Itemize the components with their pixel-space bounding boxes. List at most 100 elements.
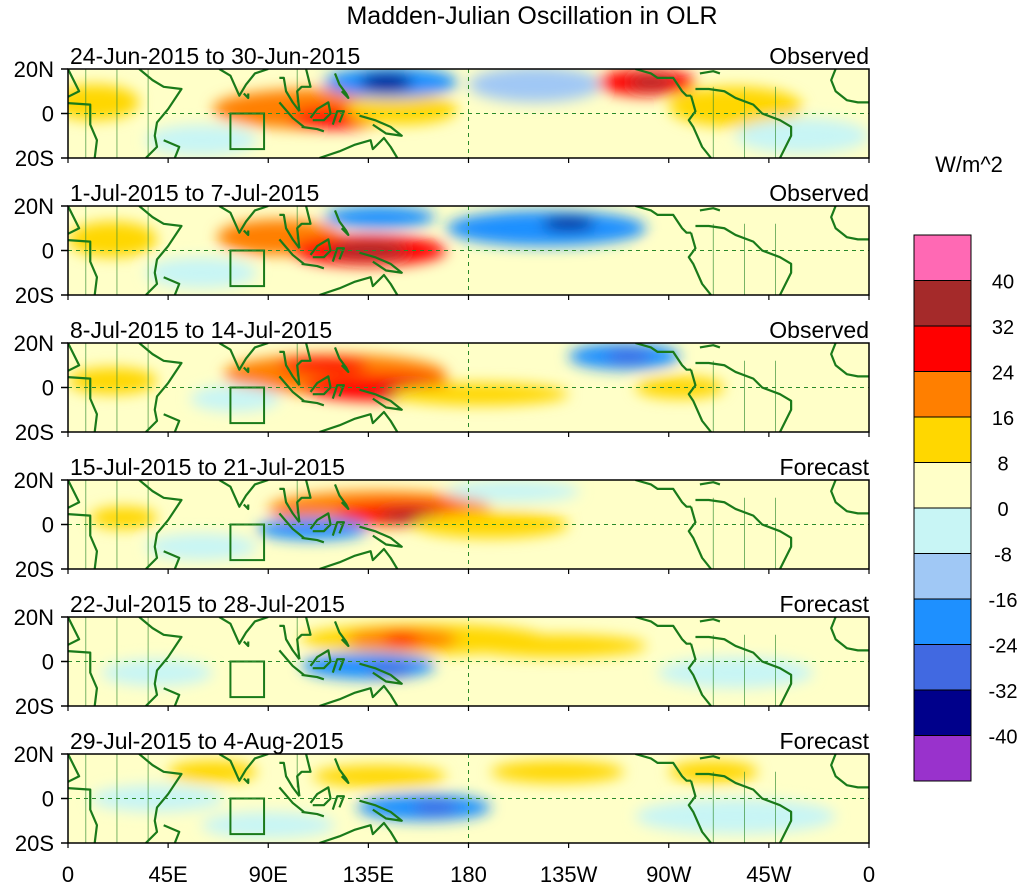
coastline <box>301 262 325 270</box>
coastline <box>635 754 691 782</box>
coastline <box>242 229 250 237</box>
y-tick-label: 20N <box>14 468 54 493</box>
colorbar: 40 32 24 16 8 0 -8 -16 -24 -32 -40 <box>913 234 1018 782</box>
coastline <box>309 375 332 396</box>
colorbar-label: -24 <box>989 636 1018 658</box>
anomaly-region <box>201 811 335 839</box>
colorbar-label: -32 <box>989 681 1018 703</box>
coastline <box>333 73 350 100</box>
x-tick-label: 45E <box>149 862 188 887</box>
y-tick-label: 0 <box>42 787 54 812</box>
y-tick-label: 20S <box>15 831 54 856</box>
x-tick-label: 0 <box>62 862 74 887</box>
coastline <box>830 206 869 241</box>
anomaly-region <box>359 73 413 92</box>
x-tick-label: 135E <box>343 862 394 887</box>
coastline <box>830 754 869 789</box>
colorbar-box <box>913 416 972 463</box>
coastline <box>333 210 350 237</box>
y-tick-label: 0 <box>42 376 54 401</box>
panel-4: 20N 0 20S 15-Jul-2015 to 21-Jul-2015 Forecas… <box>14 454 870 582</box>
coastline <box>319 273 399 295</box>
panel-5: 20N 0 20S 22-Jul-2015 to 28-Jul-2015 Forecas… <box>14 591 870 719</box>
anomaly-region <box>168 760 258 783</box>
x-axis: 0 45E 90E 135E 180 135W 90W 45W 0 <box>62 862 875 887</box>
coastline <box>331 247 345 262</box>
coastline <box>635 480 691 508</box>
y-tick-label: 20S <box>15 557 54 582</box>
coastline <box>687 643 712 706</box>
colorbar-box <box>913 462 972 509</box>
anomaly-region <box>312 765 447 788</box>
coastline <box>699 207 721 212</box>
coastline <box>218 617 269 645</box>
coastline <box>309 786 332 807</box>
coastline <box>699 755 721 760</box>
coastline <box>635 343 691 371</box>
anomaly-region <box>145 533 258 561</box>
anomaly-region <box>635 798 836 835</box>
coastline <box>635 69 691 97</box>
coastline <box>301 536 325 544</box>
coastline <box>68 480 99 569</box>
anomaly-region <box>490 760 625 783</box>
colorbar-label: -8 <box>994 545 1012 567</box>
anomaly-region <box>346 93 458 125</box>
coastline <box>331 658 345 673</box>
anomaly-region <box>606 349 651 364</box>
anomaly-region <box>628 75 674 90</box>
anomaly-region <box>735 117 869 154</box>
x-tick-label: 90W <box>646 862 691 887</box>
coastline <box>218 206 269 234</box>
coastline <box>333 758 350 785</box>
coastline <box>163 139 181 158</box>
coastline <box>301 673 325 681</box>
coastline <box>695 498 793 569</box>
panel-date-range: 15-Jul-2015 to 21-Jul-2015 <box>70 454 345 480</box>
coastline <box>296 343 312 386</box>
coastline <box>333 484 350 511</box>
y-tick-label: 20N <box>14 742 54 767</box>
coastline <box>309 649 332 670</box>
coastline <box>218 480 269 508</box>
chart-title: Madden-Julian Oscillation in OLR <box>346 2 717 30</box>
coastline <box>830 69 869 104</box>
coastline <box>138 617 183 706</box>
coastline <box>333 347 350 374</box>
coastline <box>218 69 269 97</box>
coastline <box>699 344 721 349</box>
anomaly-region <box>412 511 569 538</box>
coastline <box>331 110 345 125</box>
coastline <box>331 795 345 810</box>
coastline <box>278 649 305 676</box>
coastline <box>319 410 399 432</box>
y-tick-label: 20S <box>15 146 54 171</box>
y-tick-label: 0 <box>42 513 54 538</box>
y-tick-label: 20S <box>15 420 54 445</box>
anomaly-region <box>145 257 258 289</box>
anomaly-region <box>68 221 157 258</box>
colorbar-box <box>913 371 972 418</box>
coastline <box>695 361 793 432</box>
coastline <box>331 384 345 399</box>
coastline <box>138 480 183 569</box>
coastline <box>218 754 269 782</box>
coastline <box>635 206 691 234</box>
x-tick-label: 135W <box>540 862 598 887</box>
x-tick-label: 90E <box>249 862 288 887</box>
coastline <box>296 754 312 797</box>
panel-6: 20N 0 20S 29-Jul-2015 to 4-Aug-2015 Forecast <box>14 728 870 856</box>
coastline <box>319 136 399 158</box>
panel-date-range: 8-Jul-2015 to 14-Jul-2015 <box>70 317 332 343</box>
anomaly-region <box>668 625 758 644</box>
colorbar-box <box>913 735 972 782</box>
y-tick-label: 0 <box>42 650 54 675</box>
panel-date-range: 24-Jun-2015 to 30-Jun-2015 <box>70 43 360 69</box>
coastline <box>68 617 99 706</box>
coastline <box>218 343 269 371</box>
coastline <box>301 125 325 133</box>
anomaly-region <box>90 506 157 529</box>
coastline <box>359 388 403 411</box>
coastline <box>309 512 332 533</box>
coastline <box>278 512 305 539</box>
